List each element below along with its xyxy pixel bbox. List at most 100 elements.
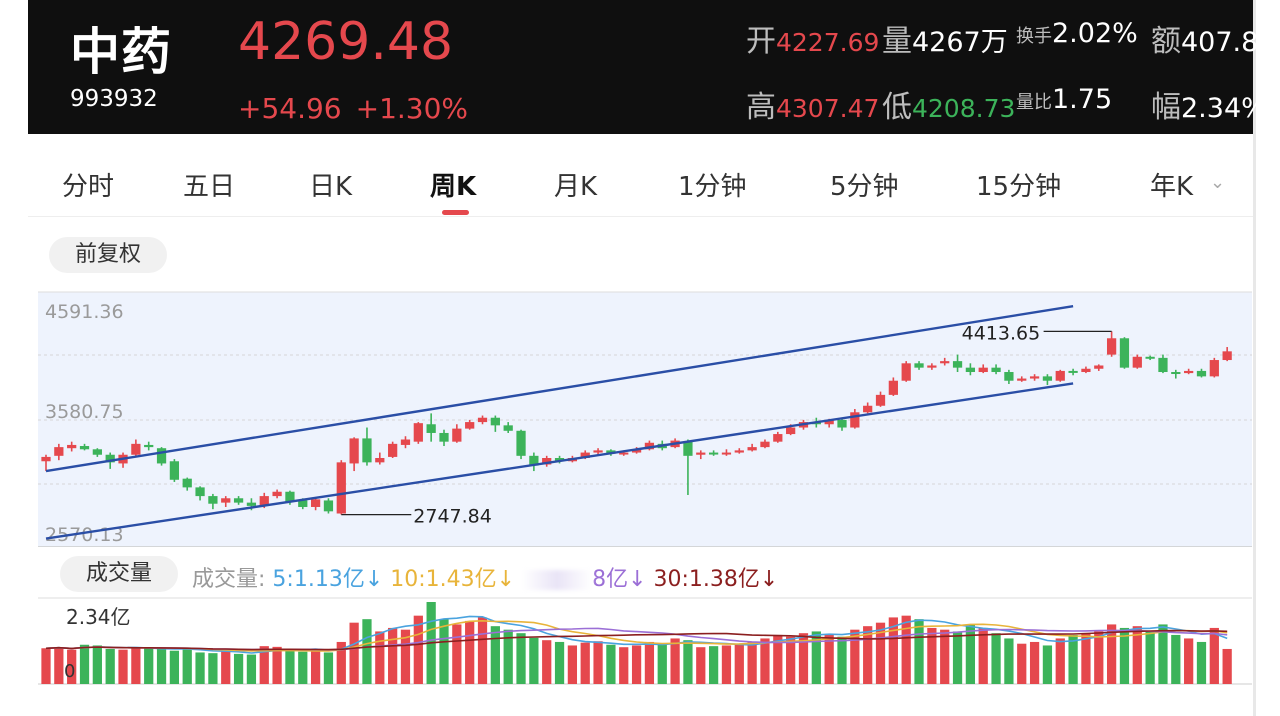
- volume-bar: [606, 644, 616, 684]
- volume-bar: [310, 651, 321, 684]
- volume-bar: [952, 631, 963, 684]
- tab-monthly-k[interactable]: 月K: [554, 172, 598, 202]
- volume-indicator-button[interactable]: 成交量: [60, 556, 178, 592]
- max-price-label: 4413.65: [962, 322, 1041, 344]
- volume-bar: [439, 619, 449, 684]
- candle-body: [375, 457, 385, 463]
- volume-bar: [413, 615, 423, 684]
- quote-header: 中药 993932 4269.48 +54.96 +1.30% 开4227.69 …: [28, 0, 1267, 134]
- volume-bar: [195, 652, 205, 684]
- active-tab-indicator: [442, 210, 469, 215]
- volume-bar: [1196, 641, 1207, 684]
- stat-amplitude: 幅2.34%: [1151, 82, 1267, 126]
- volume-bar: [786, 636, 796, 684]
- volume-bar: [477, 617, 488, 684]
- candle-body: [490, 417, 500, 426]
- candle-body: [131, 443, 141, 455]
- tab-5min[interactable]: 5分钟: [830, 172, 899, 202]
- stat-amount-label: 额: [1151, 24, 1181, 59]
- candle-body: [182, 478, 192, 488]
- tab-1min[interactable]: 1分钟: [678, 172, 747, 202]
- ma30-value: 30:1.38亿↓: [653, 567, 779, 592]
- candle-body: [477, 417, 488, 423]
- stat-volume-ratio: 量比1.75: [1016, 82, 1112, 115]
- volume-bar: [580, 642, 590, 684]
- tab-five-day[interactable]: 五日: [183, 172, 236, 202]
- volume-bar: [41, 648, 51, 684]
- candle-body: [1094, 365, 1104, 369]
- volume-bar: [67, 649, 77, 684]
- candle-body: [1119, 338, 1130, 368]
- candle-body: [336, 462, 346, 514]
- volume-bar: [246, 654, 257, 684]
- stat-amount-value: 407.8: [1181, 27, 1259, 58]
- volume-bar: [54, 647, 64, 684]
- volume-bar: [567, 645, 578, 684]
- tab-intraday[interactable]: 分时: [62, 172, 115, 202]
- candle-body: [349, 438, 359, 464]
- candle-body: [580, 452, 590, 458]
- volume-bar: [1184, 638, 1194, 684]
- volume-bar: [644, 641, 655, 684]
- candle-body: [978, 367, 988, 373]
- candle-body: [1171, 372, 1181, 375]
- volume-bar: [914, 619, 924, 684]
- ma5-value: 5:1.13亿↓: [272, 567, 384, 592]
- candle-body: [850, 412, 860, 428]
- candle-body: [1222, 351, 1232, 361]
- candle-body: [195, 487, 205, 497]
- candle-body: [1029, 376, 1040, 379]
- price-labels: 2747.84 4413.65: [341, 322, 1112, 528]
- candle-body: [465, 422, 475, 429]
- volume-bar: [336, 641, 346, 684]
- candle-body: [1184, 370, 1194, 374]
- candle-body: [67, 444, 77, 449]
- volume-bar: [349, 622, 359, 684]
- candle-body: [606, 450, 616, 454]
- stat-open: 开4227.69: [746, 16, 879, 60]
- candle-body: [1017, 378, 1027, 381]
- stat-volume-label: 量: [882, 24, 912, 59]
- candle-body: [362, 438, 372, 463]
- stat-high-value: 4307.47: [776, 94, 880, 123]
- candle-body: [516, 430, 526, 456]
- candle-body: [246, 502, 257, 506]
- volume-ma-label: 成交量:: [192, 567, 266, 592]
- candle-body: [1068, 370, 1078, 373]
- candle-body: [413, 423, 423, 442]
- volume-bar: [118, 649, 128, 684]
- channel-lines: [38, 304, 1252, 549]
- candle-body: [837, 419, 847, 428]
- volume-bar: [1222, 648, 1232, 684]
- volume-bar: [696, 647, 706, 684]
- candle-body: [619, 452, 629, 455]
- stat-high: 高4307.47: [746, 82, 879, 126]
- volume-bar: [542, 640, 552, 684]
- volume-ma-legend: 成交量: 5:1.13亿↓ 10:1.43亿↓ 8亿↓ 30:1.38亿↓: [192, 561, 778, 593]
- volume-bar: [375, 631, 385, 684]
- right-margin: [1253, 0, 1280, 716]
- volume-bar: [991, 633, 1001, 684]
- candle-body: [734, 450, 744, 453]
- volume-bar: [452, 624, 462, 684]
- candle-body: [1196, 370, 1207, 377]
- candle-body: [593, 450, 603, 453]
- volume-bar: [965, 624, 976, 684]
- volume-bar: [388, 627, 398, 684]
- candle-body: [1004, 372, 1014, 381]
- adjust-mode-button[interactable]: 前复权: [49, 237, 167, 273]
- volume-bar: [131, 648, 141, 684]
- ma20-value: 8亿↓: [592, 567, 647, 592]
- tab-weekly-k[interactable]: 周K: [430, 172, 477, 202]
- candle-body: [747, 447, 757, 451]
- chevron-down-icon[interactable]: ⌄: [1210, 172, 1226, 193]
- tab-daily-k[interactable]: 日K: [309, 172, 353, 202]
- tab-yearly-k[interactable]: 年K: [1150, 172, 1194, 202]
- y-tick-label: 2570.13: [45, 524, 124, 546]
- stat-low-label: 低: [882, 90, 912, 125]
- volume-bar: [516, 633, 526, 684]
- ma30-line: [45, 629, 1228, 651]
- channel-upper-line: [45, 304, 1074, 473]
- volume-bar: [1081, 633, 1091, 684]
- tab-15min[interactable]: 15分钟: [976, 172, 1062, 202]
